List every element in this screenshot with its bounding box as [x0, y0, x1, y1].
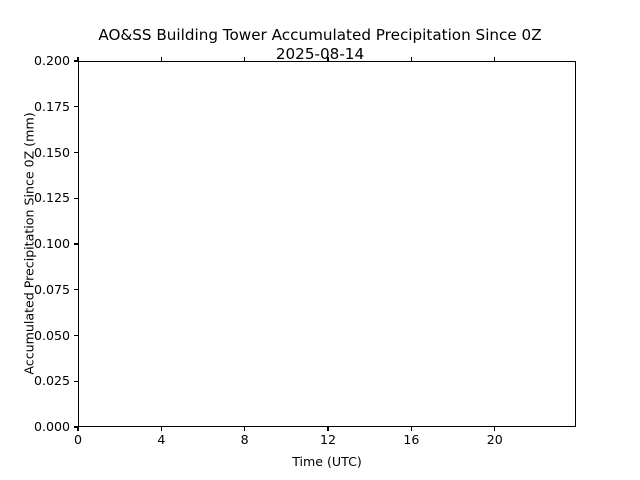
x-axis-tick-top	[160, 57, 162, 61]
y-axis-tick-label: 0.175	[33, 98, 70, 114]
x-axis-tick-top	[244, 57, 246, 61]
x-axis-tick-top	[77, 57, 79, 61]
x-axis-tick-label: 16	[403, 432, 420, 447]
y-axis-tick-label: 0.100	[33, 236, 70, 251]
y-axis-tick	[74, 289, 78, 291]
y-axis-tick	[74, 151, 78, 154]
x-axis-tick-label: 12	[320, 432, 337, 447]
x-axis-tick	[494, 427, 496, 431]
plot-area	[78, 61, 576, 427]
y-axis-tick-label: 0.075	[33, 281, 70, 297]
y-axis-tick-label: 0.150	[33, 144, 70, 160]
x-axis-tick	[160, 427, 162, 431]
y-axis-tick-label: 0.025	[33, 373, 70, 389]
x-axis-tick	[327, 427, 329, 431]
x-axis-tick	[244, 427, 246, 431]
x-axis-tick-label: 8	[240, 432, 249, 447]
x-axis-tick-top	[410, 57, 412, 61]
x-axis-tick-label: 0	[73, 432, 82, 447]
x-axis-tick	[410, 427, 412, 431]
x-axis-tick	[77, 427, 79, 431]
x-axis-tick-label: 20	[486, 432, 503, 447]
y-axis-tick	[74, 426, 78, 428]
chart-title-line2: 2025-08-14	[275, 45, 365, 63]
x-axis-label: Time (UTC)	[292, 454, 362, 469]
y-axis-tick	[74, 334, 78, 337]
y-axis-tick-label: 0.200	[33, 53, 70, 68]
y-axis-tick-label: 0.000	[33, 419, 70, 434]
y-axis-tick-label: 0.125	[33, 190, 70, 206]
y-axis-tick-label: 0.050	[33, 327, 70, 343]
y-axis-tick	[74, 197, 78, 199]
x-axis-tick-top	[327, 57, 329, 61]
x-axis-tick-label: 4	[157, 432, 166, 447]
chart-title: AO&SS Building Tower Accumulated Precipi…	[0, 7, 640, 83]
x-axis-tick-top	[494, 57, 496, 61]
y-axis-label: Accumulated Precipitation Since 0Z (mm)	[21, 112, 37, 375]
y-axis-tick	[74, 380, 78, 382]
y-axis-tick	[74, 243, 78, 245]
chart-title-line1: AO&SS Building Tower Accumulated Precipi…	[98, 26, 542, 44]
plot-data-canvas	[79, 62, 575, 426]
y-axis-tick	[74, 106, 78, 108]
y-axis-tick	[74, 60, 78, 62]
